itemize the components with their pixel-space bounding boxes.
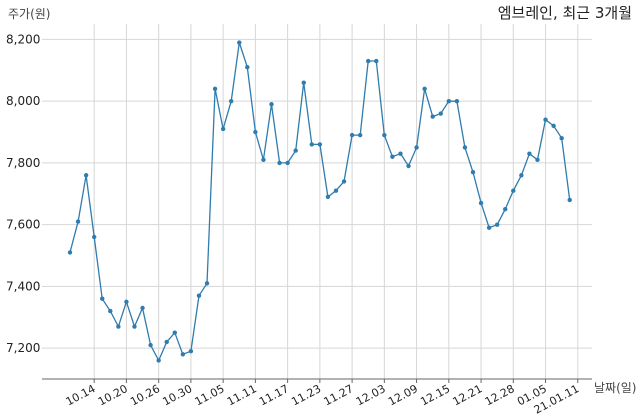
- price-point: [551, 123, 556, 129]
- price-point: [559, 136, 564, 141]
- x-tick-label: 12.09: [386, 382, 420, 408]
- price-point: [567, 197, 572, 203]
- price-point: [486, 225, 492, 230]
- price-point: [245, 65, 250, 70]
- price-point: [156, 358, 161, 363]
- price-point: [140, 305, 145, 311]
- x-axis-title: 날짜(일): [594, 381, 636, 395]
- x-tick-label: 10.14: [64, 382, 98, 408]
- price-point: [527, 151, 532, 156]
- price-point: [269, 102, 274, 107]
- grid-layer: [42, 24, 592, 383]
- price-point: [220, 126, 226, 132]
- price-point: [398, 151, 403, 156]
- price-point: [494, 222, 500, 227]
- price-series: [67, 40, 572, 363]
- price-point: [325, 194, 331, 200]
- price-point: [374, 58, 379, 64]
- price-point: [478, 200, 484, 206]
- y-tick-label: 8,000: [6, 94, 40, 108]
- price-point: [116, 324, 121, 329]
- chart-title: 엠브레인, 최근 3개월: [498, 4, 632, 22]
- price-point: [91, 234, 97, 240]
- x-tick-label: 10.30: [160, 382, 194, 408]
- y-axis-title: 주가(원): [8, 7, 50, 21]
- price-point: [180, 352, 186, 357]
- price-point: [535, 157, 540, 163]
- price-point: [333, 188, 339, 193]
- y-tick-label: 8,200: [6, 32, 40, 46]
- price-point: [390, 154, 395, 159]
- price-point: [511, 188, 516, 193]
- price-point: [366, 58, 371, 64]
- x-tick-label: 10.20: [96, 382, 130, 408]
- x-tick-label: 11.05: [193, 382, 227, 408]
- x-tick-label: 10.26: [128, 382, 162, 408]
- price-point: [430, 114, 435, 119]
- y-tick-label: 7,800: [6, 156, 40, 170]
- price-point: [196, 293, 202, 298]
- price-point: [414, 145, 419, 150]
- price-point: [454, 98, 460, 104]
- price-point: [100, 296, 105, 301]
- price-point: [317, 142, 323, 147]
- price-point: [422, 86, 427, 92]
- price-point: [237, 40, 242, 45]
- price-point: [357, 132, 363, 138]
- price-point: [204, 281, 210, 286]
- price-point: [172, 330, 177, 335]
- price-point: [406, 163, 411, 169]
- price-point: [382, 132, 387, 138]
- price-point: [341, 179, 347, 184]
- y-tick-label: 7,200: [6, 341, 40, 355]
- x-tick-labels: 10.1410.2010.2610.3011.0511.1111.1711.23…: [64, 382, 582, 416]
- x-tick-label: 11.23: [289, 382, 323, 408]
- x-tick-label: 11.17: [257, 382, 291, 408]
- price-point: [83, 173, 89, 178]
- x-tick-label: 12.15: [418, 382, 452, 408]
- price-point: [212, 86, 218, 92]
- price-point: [462, 145, 468, 150]
- price-point: [75, 219, 81, 224]
- price-point: [293, 148, 298, 153]
- x-tick-label: 11.27: [322, 382, 356, 408]
- price-point: [188, 349, 194, 354]
- x-tick-label: 12.21: [451, 382, 485, 408]
- price-point: [470, 169, 476, 175]
- price-point: [309, 142, 314, 147]
- price-point: [253, 129, 258, 135]
- price-point: [67, 250, 73, 255]
- price-point: [164, 339, 169, 345]
- y-tick-labels: 7,200 7,400 7,600 7,800 8,000 8,200: [6, 32, 40, 355]
- x-tick-label: 12.03: [354, 382, 388, 408]
- price-point: [301, 80, 306, 85]
- price-point: [446, 98, 452, 104]
- price-point: [124, 299, 129, 305]
- x-tick-label: 11.11: [225, 382, 259, 408]
- price-point: [438, 111, 443, 116]
- price-point: [277, 160, 282, 166]
- price-point: [503, 207, 508, 212]
- price-point: [229, 98, 234, 104]
- price-point: [543, 117, 548, 122]
- y-tick-label: 7,600: [6, 218, 40, 232]
- price-point: [261, 157, 266, 163]
- price-point: [148, 342, 153, 348]
- x-tick-label: 12.28: [483, 382, 517, 408]
- price-point: [349, 132, 355, 138]
- price-point: [519, 173, 524, 178]
- y-tick-label: 7,400: [6, 279, 40, 293]
- price-point: [108, 308, 113, 314]
- price-point: [132, 324, 137, 329]
- price-point: [285, 160, 290, 166]
